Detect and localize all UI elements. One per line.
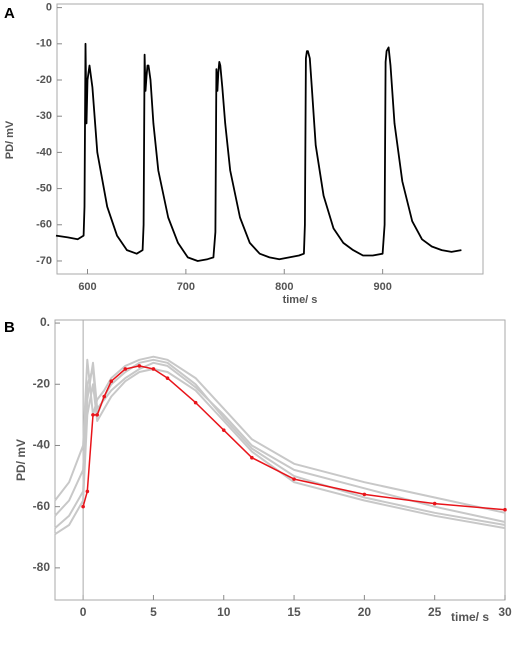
y-tick-label: -40: [36, 146, 52, 158]
y-tick-label: -60: [33, 499, 51, 513]
x-axis-label: time/ s: [283, 294, 318, 306]
series-line: [54, 355, 506, 514]
x-tick-label: 25: [428, 605, 442, 619]
data-point: [109, 379, 114, 384]
x-tick-label: 10: [217, 605, 231, 619]
data-point: [193, 400, 198, 405]
data-point: [137, 364, 142, 368]
plot-frame: [56, 3, 484, 275]
data-point: [432, 501, 437, 506]
y-tick-label: -80: [33, 560, 51, 574]
y-axis-label: PD/ mV: [14, 439, 28, 481]
series-line: [54, 368, 506, 536]
x-axis-label: time/ s: [451, 610, 489, 624]
y-tick-label: 0: [46, 2, 52, 14]
x-tick-label: 900: [373, 281, 391, 293]
series-line: [82, 365, 506, 511]
panel-label: A: [4, 5, 15, 22]
data-point: [102, 394, 107, 399]
data-point: [95, 413, 99, 417]
y-tick-label: -70: [36, 255, 52, 267]
plot-frame: [54, 319, 506, 601]
y-tick-label: -60: [36, 219, 52, 231]
y-tick-label: -20: [33, 376, 51, 390]
data-point: [503, 507, 507, 512]
data-point: [292, 477, 296, 481]
y-tick-label: -40: [33, 438, 51, 452]
data-point: [85, 489, 90, 494]
x-tick-label: 20: [358, 605, 372, 619]
x-tick-label: 700: [177, 281, 195, 293]
y-tick-label: -30: [36, 110, 52, 122]
data-point: [91, 413, 95, 417]
x-tick-label: 600: [78, 281, 96, 293]
panel-label: B: [4, 319, 15, 336]
data-point: [250, 455, 254, 460]
data-point: [81, 504, 85, 509]
data-point: [362, 492, 367, 497]
y-tick-label: -20: [36, 74, 52, 86]
x-tick-label: 15: [287, 605, 301, 619]
series-line: [54, 361, 506, 529]
y-tick-label: -50: [36, 182, 52, 194]
data-point: [221, 428, 226, 432]
x-tick-label: 800: [275, 281, 293, 293]
y-axis-label: PD/ mV: [4, 120, 16, 159]
data-point: [151, 367, 156, 371]
x-tick-label: 5: [150, 605, 157, 619]
series-line: [54, 358, 506, 526]
data-point: [165, 376, 170, 380]
series-line: [55, 42, 462, 262]
x-tick-label: 30: [498, 605, 512, 619]
x-tick-label: 0: [80, 605, 87, 619]
y-tick-label: -10: [36, 38, 52, 50]
data-point: [123, 367, 128, 371]
y-tick-label: 0.: [40, 315, 50, 329]
